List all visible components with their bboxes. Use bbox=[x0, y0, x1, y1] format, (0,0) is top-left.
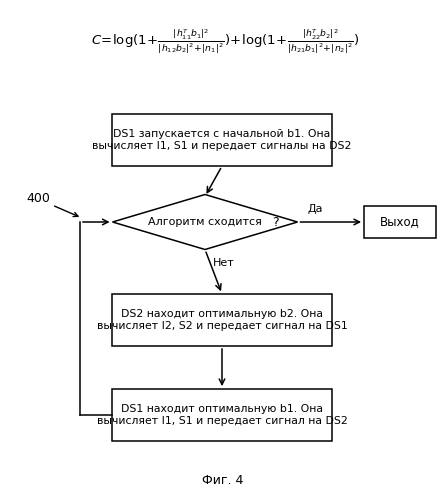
Text: Фиг. 4: Фиг. 4 bbox=[202, 474, 244, 486]
FancyBboxPatch shape bbox=[112, 389, 332, 441]
Polygon shape bbox=[113, 194, 298, 250]
Text: DS1 запускается с начальной b1. Она
вычисляет I1, S1 и передает сигналы на DS2: DS1 запускается с начальной b1. Она вычи… bbox=[93, 129, 352, 151]
Text: DS2 находит оптимальную b2. Она
вычисляет I2, S2 и передает сигнал на DS1: DS2 находит оптимальную b2. Она вычисляе… bbox=[97, 309, 347, 331]
FancyBboxPatch shape bbox=[112, 114, 332, 166]
Text: 400: 400 bbox=[26, 192, 50, 204]
Text: ?: ? bbox=[272, 216, 279, 228]
Text: Да: Да bbox=[308, 204, 323, 214]
Text: Выход: Выход bbox=[380, 216, 420, 228]
Text: Нет: Нет bbox=[213, 258, 235, 268]
Text: DS1 находит оптимальную b1. Она
вычисляет I1, S1 и передает сигнал на DS2: DS1 находит оптимальную b1. Она вычисляе… bbox=[97, 404, 347, 426]
Text: Алгоритм сходится: Алгоритм сходится bbox=[148, 217, 262, 227]
FancyBboxPatch shape bbox=[112, 294, 332, 346]
Text: $C\!=\!\log(1\!+\!\frac{|h_{11}^Tb_1|^2}{|h_{12}b_2|^2\!+\!|n_1|^2})\!+\!\log(1\: $C\!=\!\log(1\!+\!\frac{|h_{11}^Tb_1|^2}… bbox=[91, 28, 359, 56]
FancyBboxPatch shape bbox=[364, 206, 436, 238]
